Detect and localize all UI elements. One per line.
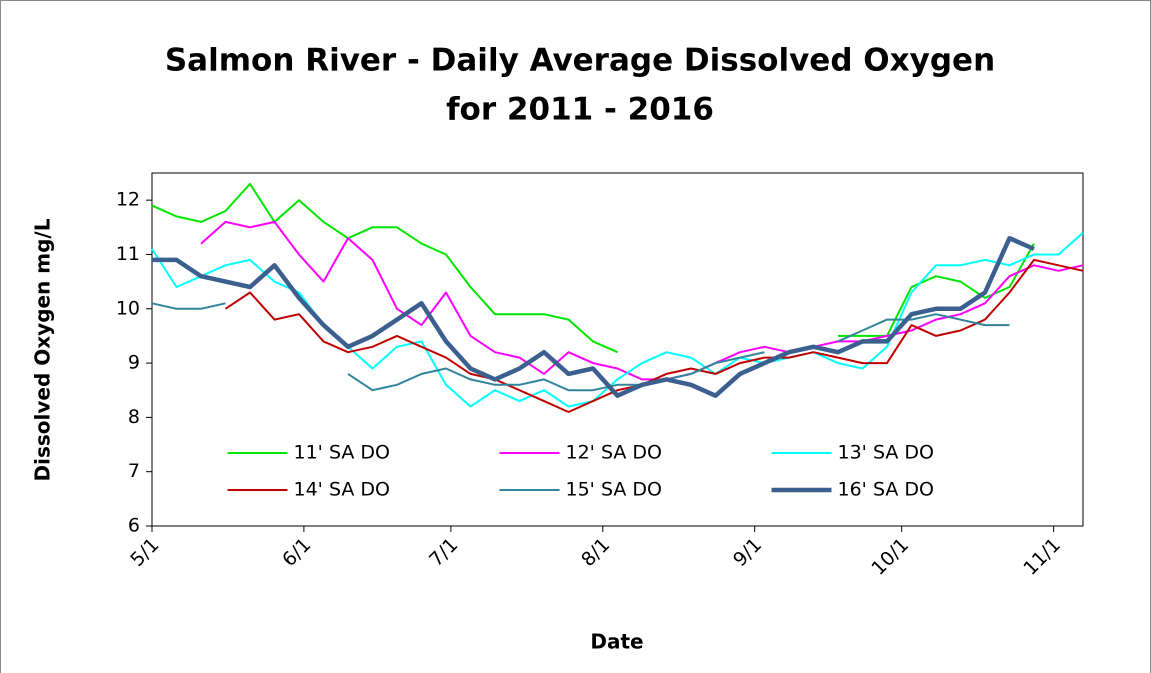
y-tick-label: 10: [116, 297, 140, 319]
y-tick-label: 9: [128, 352, 140, 374]
series-line: [151, 231, 1084, 408]
y-tick-label: 6: [128, 515, 140, 537]
x-axis-title: Date: [590, 630, 643, 654]
series-line: [224, 258, 1084, 413]
legend-label: 16' SA DO: [838, 479, 934, 501]
legend-label: 12' SA DO: [566, 442, 662, 464]
chart-title: for 2011 - 2016: [446, 92, 714, 128]
series-line: [151, 302, 1010, 392]
legend-label: 14' SA DO: [294, 479, 390, 501]
y-axis-title: Dissolved Oxygen mg/L: [31, 218, 55, 481]
y-tick-label: 11: [116, 243, 140, 265]
y-tick-label: 12: [116, 189, 140, 211]
series-line: [151, 182, 1035, 354]
legend-label: 13' SA DO: [838, 442, 934, 464]
series-line: [152, 235, 1035, 398]
legend-label: 11' SA DO: [294, 442, 390, 464]
series-line: [200, 220, 1084, 381]
plot-area: [151, 172, 1084, 527]
y-tick-label: 8: [128, 406, 140, 428]
legend-label: 15' SA DO: [566, 479, 662, 501]
chart-title: Salmon River - Daily Average Dissolved O…: [165, 43, 995, 79]
y-tick-label: 7: [128, 460, 140, 482]
